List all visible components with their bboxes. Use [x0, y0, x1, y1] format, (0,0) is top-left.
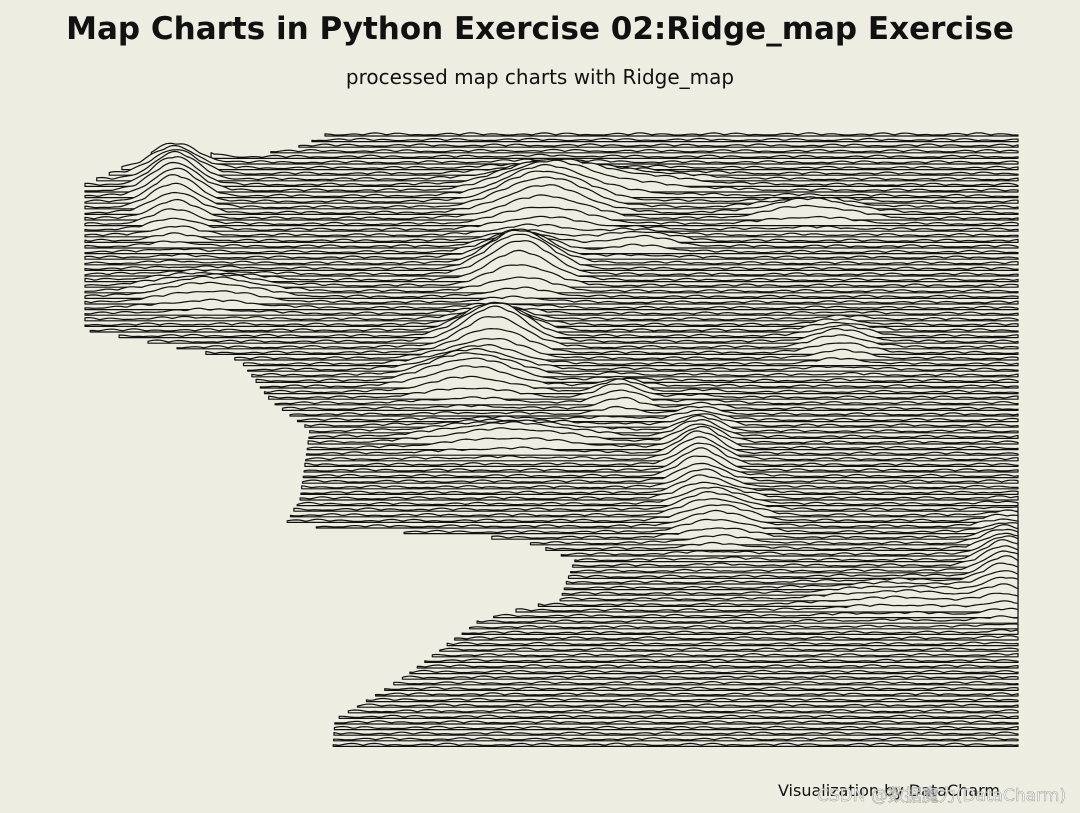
ridge-line: [289, 498, 1019, 518]
ridge-line: [338, 714, 1019, 719]
credit: Visualization by DataCharm: [778, 781, 1000, 800]
ridge-line: [84, 249, 1019, 283]
ridge-line: [332, 742, 1019, 747]
ridge-line: [302, 455, 1019, 479]
ridge-line: [84, 305, 1019, 322]
ridge-line: [333, 737, 1019, 742]
ridge-line: [563, 570, 1019, 591]
ridge-line: [176, 316, 1019, 350]
ridge-line: [545, 532, 1019, 551]
watermark: CSDN @数据魔力(DataCharm): [817, 786, 1066, 806]
ridge-line: [89, 301, 1019, 333]
ridge-line: [234, 338, 1019, 361]
ridge-line: [84, 223, 1019, 238]
ridge-line: [401, 675, 1019, 680]
ridge-line: [301, 468, 1019, 490]
ridge-line: [84, 233, 1019, 271]
ridge-line: [289, 405, 1019, 417]
ridge-line: [416, 664, 1019, 669]
ridge-line: [296, 409, 1019, 423]
subtitle: processed map charts with Ridge_map: [346, 65, 734, 89]
ridge-line: [311, 137, 1019, 143]
ridge-line: [84, 303, 1019, 327]
ridge-line: [493, 607, 1019, 619]
ridge-line: [393, 681, 1019, 686]
ridge-line: [84, 275, 1019, 294]
ridge-line: [469, 623, 1019, 630]
ridge-line: [491, 524, 1019, 540]
ridge-line: [515, 600, 1019, 613]
ridge-map: [84, 132, 1019, 747]
ridge-line: [147, 305, 1019, 344]
ridge-line: [334, 720, 1019, 725]
ridge-line: [537, 592, 1019, 607]
ridge-line: [403, 518, 1019, 535]
ridge-line: [431, 652, 1019, 658]
ridge-line: [375, 692, 1019, 697]
ridge-line: [281, 396, 1019, 411]
ridge-line: [303, 447, 1019, 473]
ridge-line: [84, 240, 1019, 277]
ridge-line: [454, 635, 1019, 641]
ridge-line: [84, 290, 1019, 305]
ridge-line: [268, 383, 1019, 400]
ridge-line: [306, 425, 1019, 451]
ridge-line: [84, 298, 1019, 311]
ridge-line: [439, 647, 1019, 652]
ridge-line: [461, 629, 1019, 635]
ridge-line: [565, 562, 1019, 585]
ridge-line: [446, 641, 1019, 647]
ridge-line: [210, 152, 1019, 159]
ridge-line: [150, 142, 1019, 165]
ridge-line: [270, 148, 1019, 154]
ridge-line: [424, 658, 1019, 663]
ridge-line: [274, 389, 1019, 406]
ridge-line: [324, 132, 1019, 137]
ridge-line: [298, 143, 1019, 148]
ridge-line: [333, 731, 1019, 736]
ridge-line: [301, 462, 1019, 484]
ridge-line: [296, 486, 1019, 507]
ridge-line: [84, 306, 1019, 316]
ridge-line: [315, 509, 1019, 529]
ridge-line: [365, 697, 1019, 703]
ridge-line: [333, 725, 1019, 731]
ridge-line: [384, 686, 1019, 691]
ridge-line: [304, 442, 1019, 467]
ridge-line: [84, 215, 1019, 232]
ridge-line: [356, 703, 1019, 708]
ridge-line: [118, 302, 1019, 339]
ridge-line: [305, 430, 1019, 456]
ridge-line: [476, 615, 1019, 624]
ridge-line: [300, 474, 1019, 495]
ridge-line: [84, 206, 1019, 227]
ridge-line: [529, 528, 1019, 546]
ridge-line: [409, 669, 1019, 675]
ridge-line: [286, 504, 1019, 523]
ridge-line: [84, 264, 1019, 288]
ridge-line: [299, 481, 1019, 501]
ridge-line: [559, 583, 1019, 602]
ridge-line: [293, 491, 1019, 512]
ridge-line: [347, 709, 1019, 714]
title: Map Charts in Python Exercise 02:Ridge_m…: [66, 11, 1014, 47]
ridge-line: [305, 436, 1019, 462]
ridge-line: [205, 328, 1019, 355]
